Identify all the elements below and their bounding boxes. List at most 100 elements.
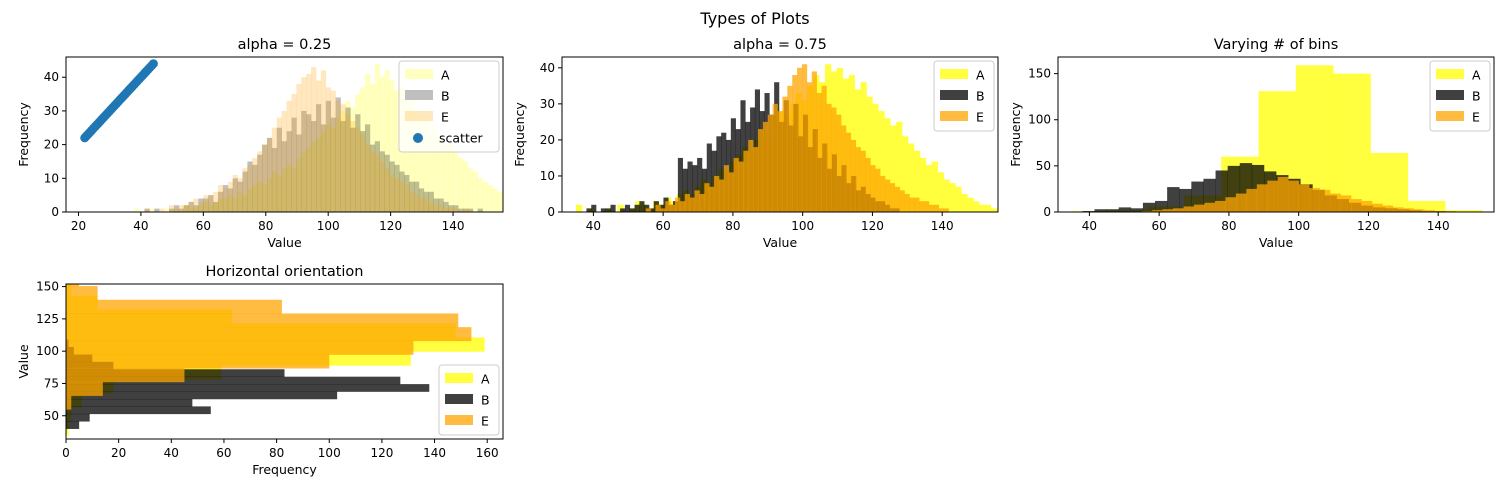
bar-E-26 [262, 144, 268, 212]
bar-E-11 [699, 193, 705, 212]
y-tick-label: 40 [540, 61, 555, 75]
bar-E-61 [433, 205, 439, 212]
legend-swatch-E [940, 111, 968, 121]
bar-E-33 [806, 82, 813, 212]
bar-E-56 [919, 201, 925, 212]
bar-A-44 [350, 107, 356, 212]
bar-E-2 [655, 204, 661, 212]
legend-label-E: E [481, 414, 489, 429]
bar-E-13 [709, 186, 715, 212]
bar-B-65 [453, 205, 459, 212]
bar-B-21 [237, 181, 243, 212]
bar-A-0 [575, 204, 583, 212]
bar-B-4 [66, 391, 338, 400]
bar-E-13 [1277, 176, 1289, 212]
bar-B-14 [203, 198, 209, 212]
bar-E-35 [816, 93, 822, 212]
bar-A-30 [281, 168, 287, 212]
bar-B-38 [320, 124, 327, 212]
bar-A-13 [198, 205, 204, 212]
bar-E-21 [237, 178, 243, 212]
bar-E-4 [1183, 206, 1195, 212]
bar-B-8 [624, 204, 631, 212]
bar-A-21 [237, 191, 243, 212]
bar-E-9 [1235, 193, 1247, 212]
bar-E-55 [914, 197, 920, 212]
bar-A-47 [365, 73, 371, 212]
bar-B-48 [369, 144, 376, 212]
bar-A-34 [301, 151, 307, 212]
bar-A-71 [996, 208, 998, 212]
bar-E-2 [1162, 209, 1174, 212]
bar-E-3 [1173, 208, 1184, 212]
y-tick-label: 10 [540, 169, 555, 183]
bar-E-58 [418, 198, 425, 212]
bar-E-33 [296, 83, 302, 212]
bar-B-5 [610, 204, 616, 212]
bar-B-39 [325, 100, 331, 212]
bar-B-9 [178, 208, 184, 212]
bar-A-14 [203, 201, 209, 212]
bar-B-47 [365, 124, 371, 212]
bar-E-52 [389, 174, 395, 212]
bar-E-67 [463, 208, 469, 212]
x-axis-label: Frequency [252, 462, 317, 477]
bar-A-66 [458, 158, 464, 212]
y-tick-label: 10 [44, 171, 59, 185]
bar-E-51 [894, 186, 900, 212]
bar-E-23 [1382, 205, 1394, 212]
x-tick-label: 20 [111, 446, 126, 460]
bar-E-28 [271, 127, 278, 212]
bar-E-16 [213, 191, 219, 212]
bar-E-24 [252, 158, 258, 212]
bar-B-19 [677, 157, 683, 212]
bar-B-26 [262, 144, 268, 212]
bar-B-50 [379, 151, 385, 212]
bar-E-7 [679, 201, 686, 212]
bar-E-0 [645, 208, 651, 212]
legend-label-A: A [976, 68, 985, 83]
bar-A-48 [860, 82, 867, 212]
series-A [134, 63, 503, 212]
bar-A-60 [931, 161, 938, 212]
bar-B-22 [692, 165, 698, 212]
bar-B-29 [276, 127, 282, 212]
bar-A-70 [477, 178, 483, 212]
bar-A-0 [134, 208, 140, 212]
x-tick-label: 140 [1427, 219, 1450, 233]
bar-B-13 [648, 208, 655, 212]
x-tick-label: 140 [931, 219, 954, 233]
bar-A-56 [908, 143, 915, 212]
bar-B-49 [374, 141, 381, 212]
bar-B-10 [634, 204, 640, 212]
bar-E-47 [875, 168, 881, 212]
bar-B-25 [706, 143, 712, 212]
x-tick-label: 40 [1082, 219, 1097, 233]
bar-B-11 [639, 201, 645, 212]
subplot-title: alpha = 0.25 [238, 37, 332, 53]
bar-B-2 [1106, 209, 1120, 212]
legend-label-B: B [441, 89, 450, 104]
bar-B-28 [721, 132, 727, 212]
bar-E-11 [1256, 184, 1268, 212]
bar-A-51 [384, 70, 390, 212]
legend: ABE [1429, 60, 1491, 132]
bar-E-29 [276, 117, 282, 212]
bar-B-0 [586, 208, 592, 212]
bar-E-1 [66, 381, 103, 396]
bar-B-30 [730, 118, 736, 212]
x-tick-label: 120 [370, 446, 393, 460]
y-tick-label: 100 [36, 344, 59, 358]
y-tick-label: 50 [44, 409, 59, 423]
bar-E-4 [665, 201, 671, 212]
bar-B-2 [144, 208, 150, 212]
bar-E-42 [340, 104, 346, 212]
axes-frame [65, 283, 504, 440]
x-tick-label: 20 [71, 219, 86, 233]
bar-A-61 [433, 131, 439, 212]
bar-B-21 [687, 161, 693, 212]
bar-A-27 [266, 178, 273, 212]
bar-B-32 [291, 117, 297, 212]
bar-B-28 [271, 147, 278, 212]
